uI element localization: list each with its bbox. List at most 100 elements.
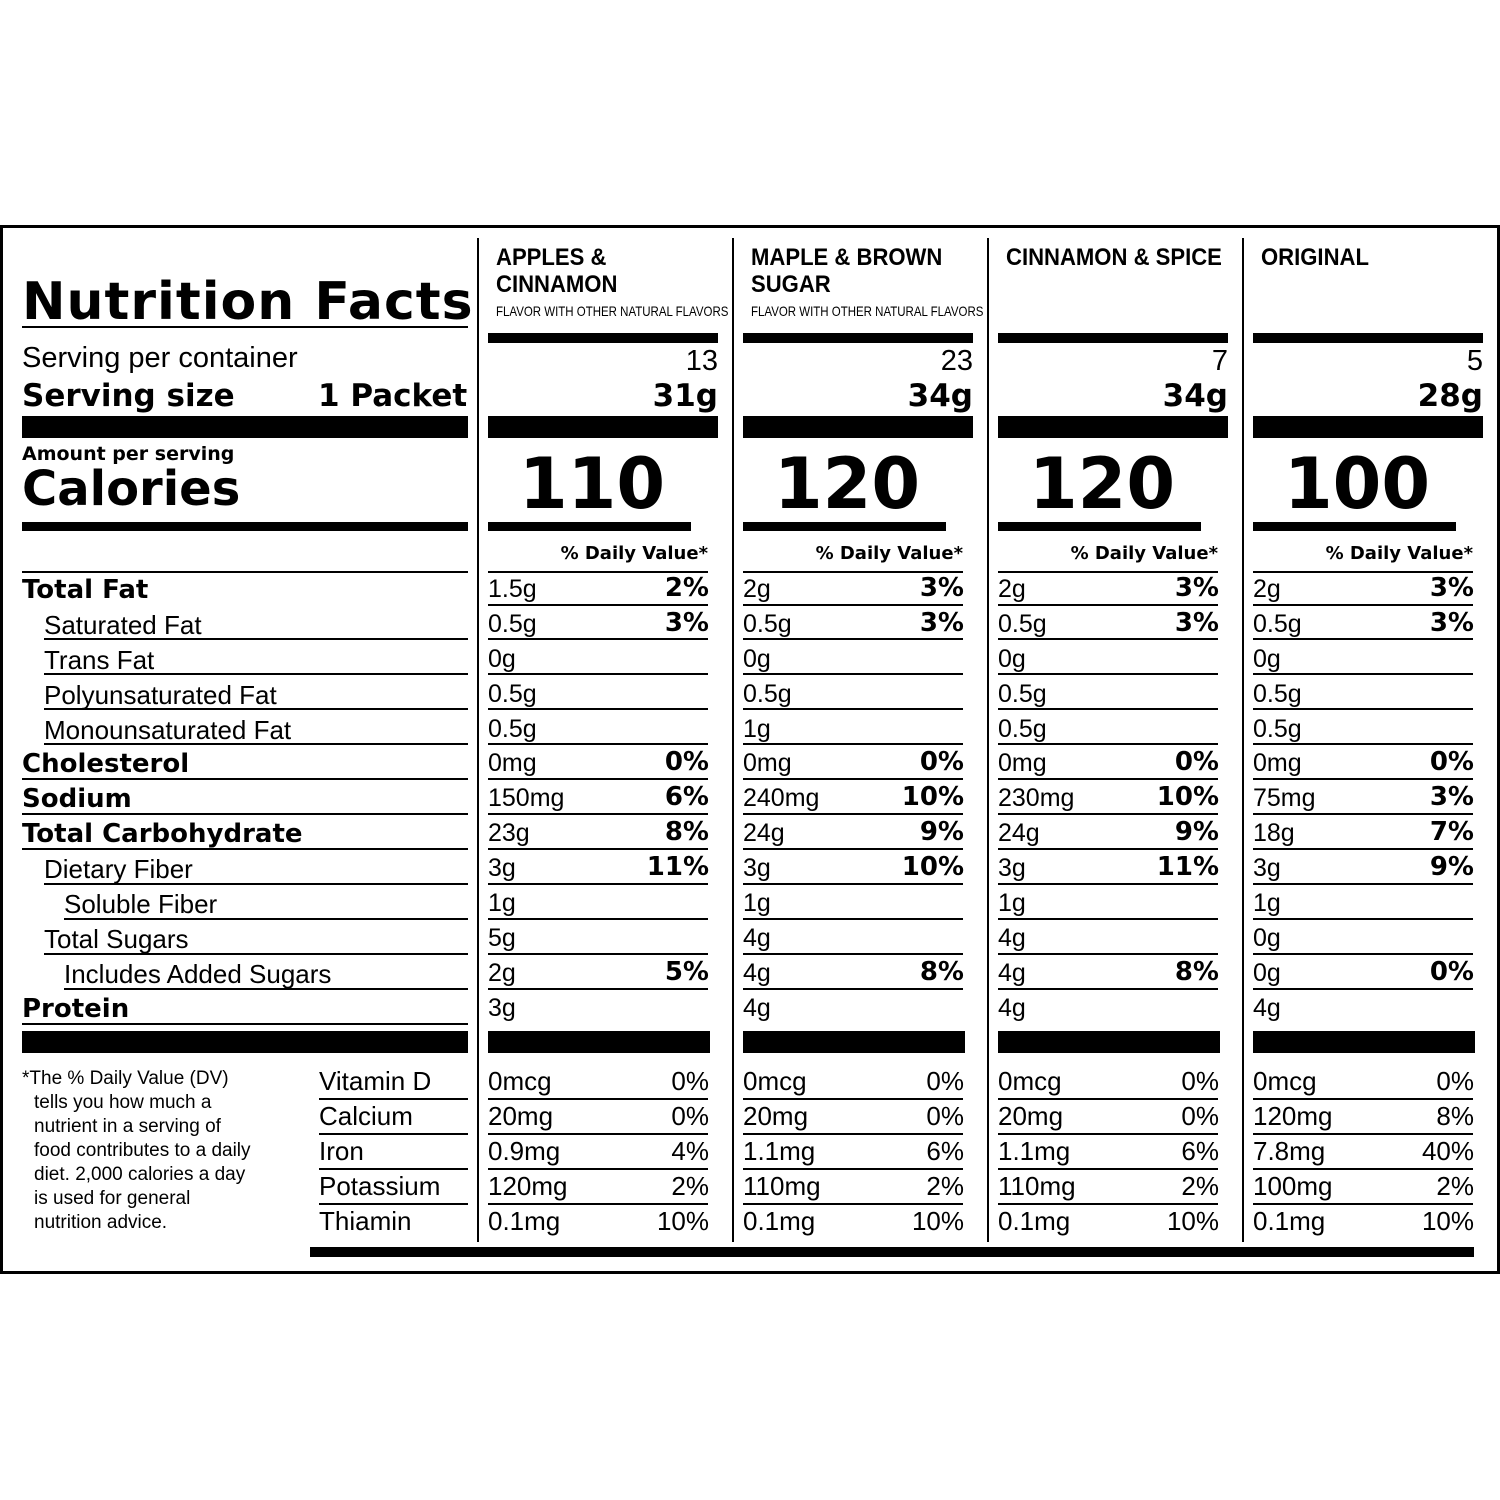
vitamin-amount: 1.1mg: [998, 1136, 1071, 1166]
flavor-dv-rule: [998, 571, 1218, 573]
nutrient-amount: 3g: [1253, 854, 1281, 882]
vitamin-row-rule: [488, 1203, 708, 1205]
amount-per-serving-label: Amount per serving: [22, 443, 235, 465]
row-rule: [64, 918, 468, 920]
row-rule: [1253, 918, 1473, 920]
row-rule: [1253, 883, 1473, 885]
row-rule: [22, 813, 468, 815]
nutrient-amount: 0.5g: [998, 680, 1047, 708]
dv-header: % Daily Value*: [1070, 543, 1218, 564]
title-rule: [22, 326, 468, 328]
vitamin-row-rule: [319, 1168, 468, 1170]
dv-rule: [22, 571, 468, 573]
row-rule: [998, 848, 1218, 850]
flavor-top-rule: [998, 333, 1228, 343]
row-rule: [743, 638, 963, 640]
panel-title: Nutrition Facts: [22, 272, 474, 332]
row-rule: [998, 813, 1218, 815]
row-rule: [1253, 778, 1473, 780]
row-rule: [44, 638, 468, 640]
nutrient-amount: 4g: [1253, 994, 1281, 1022]
flavor-subtitle: FLAVOR WITH OTHER NATURAL FLAVORS: [496, 303, 729, 319]
flavor-top-rule: [743, 333, 973, 343]
vitamin-amount: 0.1mg: [1253, 1206, 1326, 1236]
footnote-line: diet. 2,000 calories a day: [34, 1164, 246, 1185]
nutrient-amount: 3g: [998, 854, 1026, 882]
nutrient-amount: 0mg: [998, 749, 1047, 777]
vitamin-label: Calcium: [319, 1101, 413, 1131]
nutrient-amount: 4g: [998, 994, 1026, 1022]
flavor-dv-rule: [488, 571, 708, 573]
row-rule: [1253, 638, 1473, 640]
column-separator: [1242, 238, 1244, 1242]
vitamin-row-rule: [743, 1098, 963, 1100]
nutrient-amount: 3g: [488, 994, 516, 1022]
column-separator: [987, 238, 989, 1242]
nutrient-dv: 0%: [664, 747, 709, 777]
vitamin-row-rule: [1253, 1203, 1473, 1205]
nutrient-amount: 0g: [1253, 959, 1281, 987]
vitamin-row-rule: [998, 1133, 1218, 1135]
row-rule: [998, 918, 1218, 920]
row-rule: [1253, 604, 1473, 606]
vitamin-dv: 0%: [926, 1101, 964, 1131]
vitamin-dv: 10%: [656, 1206, 709, 1236]
nutrient-dv: 9%: [919, 817, 964, 847]
vitamin-row-rule: [1253, 1098, 1473, 1100]
vitamin-dv: 0%: [1181, 1101, 1219, 1131]
flavor-calories-rule: [998, 522, 1201, 531]
nutrient-label: Saturated Fat: [44, 610, 202, 640]
vitamin-amount: 20mg: [488, 1101, 554, 1131]
nutrient-amount: 18g: [1253, 819, 1295, 847]
nutrient-dv: 2%: [664, 573, 709, 603]
row-rule: [1253, 848, 1473, 850]
nutrient-label: Total Sugars: [44, 924, 189, 954]
nutrient-amount: 3g: [743, 854, 771, 882]
vitamin-dv: 0%: [926, 1066, 964, 1096]
vitamin-amount: 0.1mg: [488, 1206, 561, 1236]
calories-value: 120: [773, 443, 921, 525]
flavor-name: CINNAMON: [496, 271, 618, 298]
row-rule: [743, 708, 963, 710]
vitamin-row-rule: [743, 1168, 963, 1170]
calories-rule: [22, 522, 468, 531]
vitamin-amount: 20mg: [998, 1101, 1064, 1131]
vitamin-row-rule: [319, 1098, 468, 1100]
nutrient-dv: 10%: [1156, 782, 1219, 812]
nutrient-amount: 0.5g: [1253, 715, 1302, 743]
flavor-name: MAPLE & BROWN: [751, 244, 943, 271]
nutrient-label: Trans Fat: [44, 645, 155, 675]
nutrient-amount: 0.5g: [488, 715, 537, 743]
row-rule: [488, 953, 708, 955]
nutrient-label: Protein: [22, 994, 130, 1024]
vitamin-amount: 20mg: [743, 1101, 809, 1131]
serving-size-label: Serving size: [22, 378, 235, 414]
vitamin-amount: 7.8mg: [1253, 1136, 1326, 1166]
nutrient-dv: 10%: [901, 852, 964, 882]
row-rule: [998, 883, 1218, 885]
row-rule: [488, 743, 708, 745]
nutrient-amount: 0g: [488, 645, 516, 673]
nutrient-dv: 3%: [1429, 573, 1474, 603]
serving-size-grams: 34g: [1162, 378, 1228, 414]
nutrient-dv: 3%: [1174, 608, 1219, 638]
nutrient-amount: 0g: [743, 645, 771, 673]
nutrient-dv: 3%: [664, 608, 709, 638]
nutrient-amount: 0.5g: [1253, 680, 1302, 708]
thick-rule: [22, 416, 468, 438]
nutrient-dv: 3%: [919, 573, 964, 603]
nutrient-label: Total Fat: [22, 575, 149, 605]
vitamin-dv: 6%: [926, 1136, 964, 1166]
flavor-name: ORIGINAL: [1261, 244, 1369, 271]
nutrient-dv: 10%: [901, 782, 964, 812]
vitamin-row-rule: [998, 1098, 1218, 1100]
nutrient-amount: 0.5g: [488, 610, 537, 638]
vitamin-label: Vitamin D: [319, 1066, 432, 1096]
footnote-line: food contributes to a daily: [34, 1140, 251, 1161]
vitamin-dv: 2%: [926, 1171, 964, 1201]
vitamin-amount: 0.9mg: [488, 1136, 561, 1166]
row-rule: [998, 708, 1218, 710]
vitamin-dv: 10%: [1421, 1206, 1474, 1236]
nutrient-amount: 230mg: [998, 784, 1075, 812]
vitamin-dv: 2%: [671, 1171, 709, 1201]
